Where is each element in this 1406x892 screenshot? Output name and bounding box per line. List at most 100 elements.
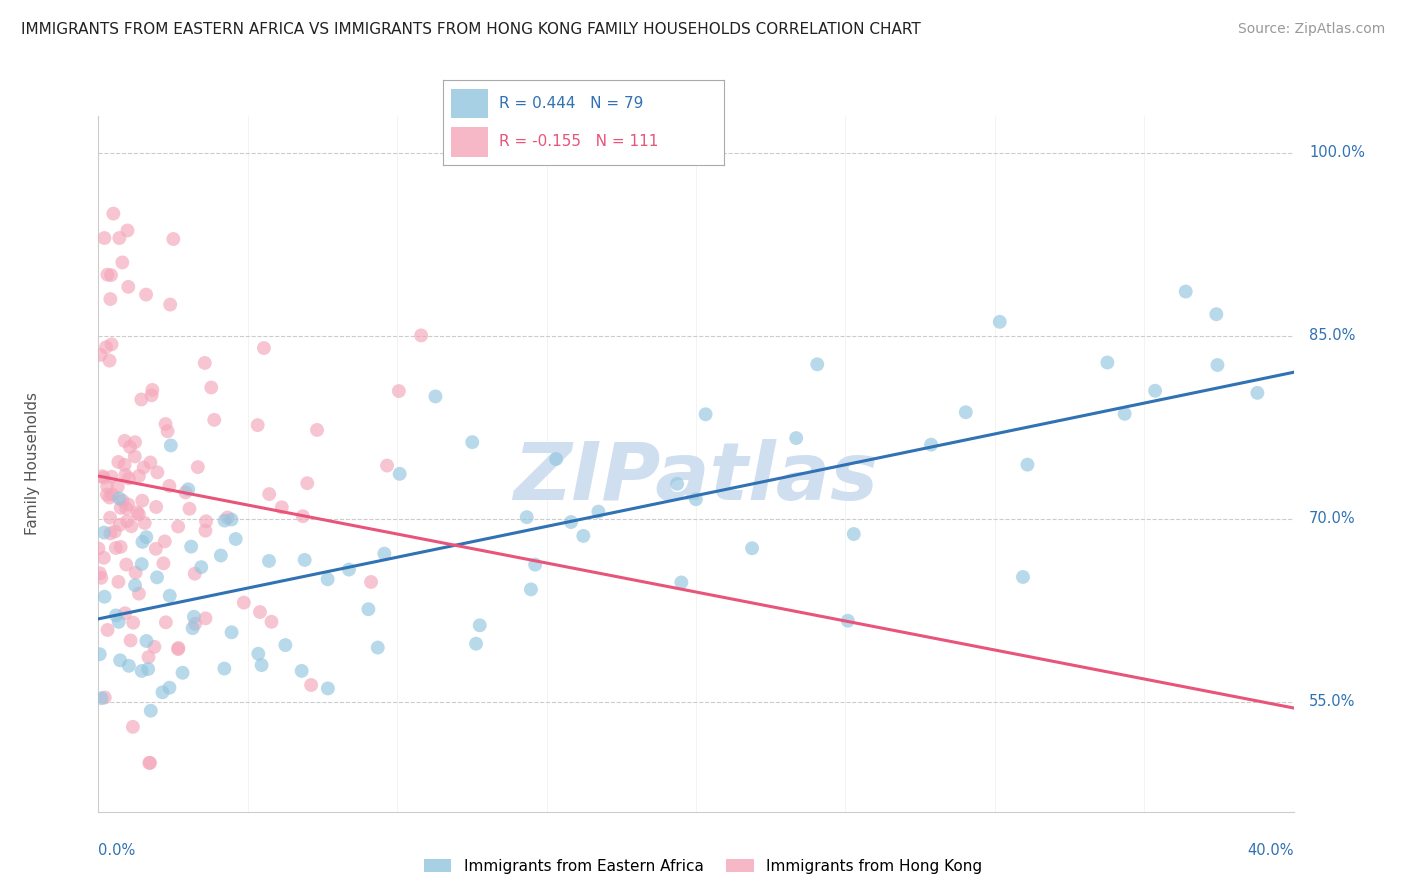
- Point: [146, 570, 169, 584]
- Point: [546, 452, 568, 467]
- Point: [194, 356, 217, 370]
- Point: [785, 431, 807, 445]
- Point: [152, 557, 174, 571]
- Point: [225, 532, 247, 546]
- Point: [741, 541, 763, 556]
- Point: [411, 328, 433, 343]
- Point: [671, 575, 693, 590]
- Point: [117, 223, 139, 237]
- Point: [1144, 384, 1167, 398]
- Point: [104, 541, 127, 555]
- Point: [155, 417, 177, 431]
- Point: [305, 423, 328, 437]
- Point: [110, 500, 132, 515]
- Point: [104, 608, 127, 623]
- Point: [159, 681, 181, 695]
- Point: [174, 485, 197, 500]
- Point: [572, 529, 595, 543]
- Point: [114, 458, 136, 472]
- Point: [128, 508, 150, 522]
- Point: [111, 493, 134, 508]
- Point: [135, 634, 157, 648]
- Point: [461, 435, 484, 450]
- Point: [103, 206, 125, 220]
- Point: [357, 602, 380, 616]
- Point: [120, 519, 142, 533]
- Point: [131, 557, 153, 571]
- Point: [172, 665, 194, 680]
- Point: [177, 483, 200, 497]
- Point: [91, 469, 114, 483]
- Point: [184, 616, 207, 631]
- Point: [124, 435, 146, 450]
- Point: [842, 527, 865, 541]
- Point: [988, 315, 1011, 329]
- Point: [294, 553, 316, 567]
- Point: [101, 487, 124, 501]
- Point: [360, 574, 382, 589]
- Point: [194, 524, 217, 538]
- Point: [685, 492, 707, 507]
- Point: [250, 658, 273, 673]
- Point: [139, 704, 162, 718]
- Point: [96, 623, 118, 637]
- Point: [108, 517, 131, 532]
- Point: [249, 605, 271, 619]
- Point: [468, 618, 491, 632]
- Point: [520, 582, 543, 597]
- Point: [98, 526, 121, 541]
- Text: Family Households: Family Households: [25, 392, 41, 535]
- Point: [183, 609, 205, 624]
- Point: [167, 519, 190, 533]
- Point: [100, 268, 122, 282]
- Point: [141, 388, 163, 402]
- Point: [108, 491, 131, 506]
- Point: [588, 505, 610, 519]
- Point: [89, 647, 111, 661]
- Point: [274, 638, 297, 652]
- Point: [131, 534, 153, 549]
- Point: [181, 621, 204, 635]
- Point: [131, 664, 153, 678]
- Point: [96, 487, 118, 501]
- Text: ZIPatlas: ZIPatlas: [513, 439, 879, 516]
- Point: [94, 690, 117, 705]
- Point: [141, 383, 163, 397]
- Point: [806, 357, 828, 371]
- Point: [98, 353, 121, 368]
- Point: [247, 647, 270, 661]
- Point: [214, 661, 236, 675]
- Point: [96, 479, 118, 493]
- Point: [143, 640, 166, 654]
- Point: [138, 756, 160, 770]
- Point: [107, 615, 129, 629]
- Point: [1097, 355, 1119, 369]
- Point: [367, 640, 389, 655]
- Point: [139, 756, 162, 770]
- Point: [107, 455, 129, 469]
- Legend: Immigrants from Eastern Africa, Immigrants from Hong Kong: Immigrants from Eastern Africa, Immigran…: [418, 853, 988, 880]
- Point: [291, 664, 314, 678]
- Point: [190, 560, 212, 574]
- Point: [955, 405, 977, 419]
- Point: [145, 500, 167, 514]
- Point: [516, 510, 538, 524]
- Point: [167, 640, 190, 655]
- Bar: [451, 127, 488, 157]
- Point: [194, 611, 217, 625]
- Point: [200, 380, 222, 394]
- Point: [221, 512, 243, 526]
- Point: [124, 450, 146, 464]
- Point: [920, 438, 942, 452]
- Text: R = -0.155   N = 111: R = -0.155 N = 111: [499, 134, 658, 149]
- Point: [108, 231, 131, 245]
- Point: [100, 469, 122, 483]
- Point: [162, 232, 184, 246]
- Point: [107, 480, 129, 494]
- Point: [157, 479, 180, 493]
- Point: [187, 460, 209, 475]
- Point: [132, 460, 155, 475]
- Point: [118, 471, 141, 485]
- Point: [124, 566, 146, 580]
- Point: [135, 530, 157, 544]
